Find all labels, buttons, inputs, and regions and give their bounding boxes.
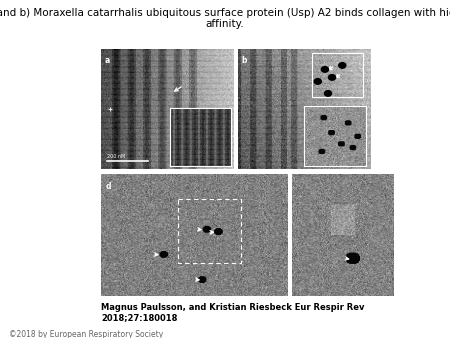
Circle shape: [321, 67, 328, 72]
Text: Magnus Paulsson, and Kristian Riesbeck Eur Respir Rev
2018;27:180018: Magnus Paulsson, and Kristian Riesbeck E…: [101, 303, 365, 322]
Circle shape: [324, 91, 332, 96]
Text: b: b: [241, 56, 247, 65]
Text: a: a: [105, 56, 110, 65]
Bar: [178, 199, 241, 263]
Bar: [312, 53, 363, 97]
Text: a and b) Moraxella catarrhalis ubiquitous surface protein (Usp) A2 binds collage: a and b) Moraxella catarrhalis ubiquitou…: [0, 8, 450, 19]
Text: d: d: [106, 182, 111, 191]
Circle shape: [328, 75, 336, 80]
Circle shape: [339, 63, 346, 68]
Text: affinity.: affinity.: [206, 19, 244, 29]
Text: ©2018 by European Respiratory Society: ©2018 by European Respiratory Society: [9, 330, 163, 338]
Text: 200 nM: 200 nM: [107, 154, 125, 159]
Circle shape: [314, 79, 321, 84]
Bar: [178, 110, 230, 162]
